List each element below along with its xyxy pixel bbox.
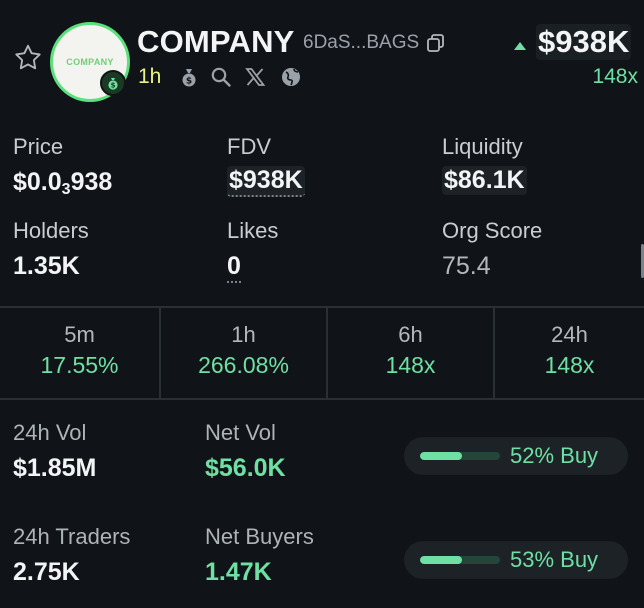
price-suffix: 938 [70, 168, 113, 196]
svg-text:$: $ [111, 82, 116, 90]
buy-ratio-text: 52% Buy [510, 443, 599, 468]
volume-buy-ratio: 52% Buy [404, 437, 628, 475]
net-volume-label: Net Vol [205, 420, 276, 445]
volume-label: 24h Vol [13, 420, 87, 445]
buy-ratio-bar [420, 452, 500, 460]
buy-ratio-text: 53% Buy [510, 547, 599, 572]
header-market-cap: $938K [536, 24, 632, 60]
holders-label: Holders [13, 218, 89, 243]
timeframe-label: 6h [398, 322, 423, 347]
copy-icon[interactable] [425, 32, 447, 54]
token-age: 1h [138, 65, 162, 88]
search-icon[interactable] [210, 66, 232, 88]
timeframe-change: 148x [385, 352, 436, 378]
likes-label: Likes [227, 218, 279, 243]
traders-buy-ratio: 53% Buy [404, 541, 628, 579]
timeframe-24h[interactable]: 24h 148x [495, 310, 644, 396]
org-score-label: Org Score [442, 218, 543, 243]
token-address[interactable]: 6DaS...BAGS [303, 32, 420, 53]
net-volume-value: $56.0K [205, 454, 286, 482]
token-logo-text: COMPANY [66, 57, 114, 67]
money-bag-badge-icon: $ [100, 70, 126, 96]
money-bag-icon[interactable]: $ [178, 66, 200, 88]
holders-value: 1.35K [13, 252, 80, 280]
timeframe-change: 266.08% [198, 352, 289, 378]
up-arrow-icon [512, 38, 528, 50]
divider [0, 398, 644, 400]
volume-value: $1.85M [13, 454, 97, 482]
timeframe-6h[interactable]: 6h 148x [328, 310, 493, 396]
price-prefix: $0.0 [13, 168, 62, 196]
token-name: COMPANY [137, 24, 295, 59]
header-multiplier: 148x [592, 65, 638, 88]
divider [326, 308, 328, 398]
buy-ratio-fill [420, 452, 462, 460]
globe-icon[interactable] [280, 66, 302, 88]
timeframe-change: 17.55% [40, 352, 119, 378]
price-label: Price [13, 134, 64, 159]
buy-ratio-fill [420, 556, 463, 564]
traders-label: 24h Traders [13, 524, 131, 549]
price-zero-count: 3 [61, 181, 71, 198]
divider [159, 308, 161, 398]
price-value: $0.03938 [13, 168, 112, 199]
timeframe-1h[interactable]: 1h 266.08% [161, 310, 326, 396]
timeframe-label: 5m [64, 322, 95, 347]
divider [493, 308, 495, 398]
scrollbar-thumb[interactable] [641, 244, 644, 278]
net-buyers-value: 1.47K [205, 558, 272, 586]
token-logo: COMPANY [50, 22, 130, 102]
org-score-value: 75.4 [442, 252, 491, 280]
fdv-label: FDV [227, 134, 271, 159]
divider [0, 306, 644, 308]
net-buyers-label: Net Buyers [205, 524, 314, 549]
liquidity-value: $86.1K [442, 166, 527, 195]
favorite-star-icon[interactable] [12, 42, 44, 74]
fdv-value[interactable]: $938K [227, 166, 305, 197]
buy-ratio-bar [420, 556, 500, 564]
traders-value: 2.75K [13, 558, 80, 586]
x-icon[interactable] [244, 66, 266, 88]
liquidity-label: Liquidity [442, 134, 523, 159]
timeframe-5m[interactable]: 5m 17.55% [0, 310, 159, 396]
timeframe-label: 24h [551, 322, 588, 347]
timeframe-change: 148x [544, 352, 595, 378]
timeframe-label: 1h [231, 322, 256, 347]
likes-value[interactable]: 0 [227, 252, 241, 283]
svg-text:$: $ [186, 77, 192, 87]
